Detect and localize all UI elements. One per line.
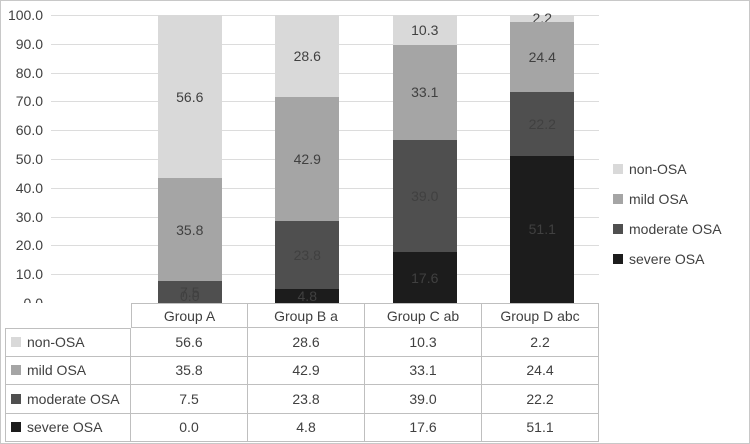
table-corner-cell: [5, 303, 131, 328]
bar-value-label: 23.8: [293, 246, 321, 263]
bar-value-label: 17.6: [411, 269, 439, 286]
bar-segment-non-osa: 28.6: [275, 14, 340, 98]
bar-segment-non-osa: 10.3: [392, 15, 457, 45]
table-swatch-severe-osa-icon: [11, 422, 21, 433]
bar-segment-moderate-osa: 39.0: [392, 140, 457, 253]
bar-value-label: 0.0: [180, 288, 200, 304]
legend-swatch-mild-osa-icon: [613, 193, 623, 204]
bar-value-label: 42.9: [293, 150, 321, 167]
legend-label: mild OSA: [629, 190, 689, 207]
table-swatch-non-osa-icon: [11, 337, 21, 348]
table-value-cell: 2.2: [482, 328, 599, 357]
data-table: Group A Group B a Group C ab Group D abc non…: [5, 303, 599, 442]
table-value-cell: 7.5: [131, 385, 248, 414]
y-tick-label: 10.0: [15, 266, 43, 283]
table-value-cell: 35.8: [131, 356, 248, 385]
bar-value-label: 51.1: [528, 221, 556, 238]
bar-segment-moderate-osa: 7.5: [157, 281, 222, 303]
table-row-label-severe-osa: severe OSA: [5, 413, 131, 442]
table-value-cell: 17.6: [365, 413, 482, 442]
y-tick-label: 30.0: [15, 208, 43, 225]
bar-value-label: 33.1: [411, 84, 439, 101]
legend-label: non-OSA: [629, 160, 687, 177]
bar-segment-moderate-osa: 22.2: [510, 91, 575, 156]
bar-segment-severe-osa: 17.6: [392, 252, 457, 303]
bar-column-group-a: 56.6 35.8 7.5 0.0: [131, 15, 249, 303]
bar-segment-severe-osa: 51.1: [510, 155, 575, 303]
table-row-label-text: severe OSA: [27, 419, 103, 436]
stacked-bar-group-b-a: 28.6 42.9 23.8 4.8: [275, 14, 340, 303]
legend-swatch-moderate-osa-icon: [613, 223, 623, 234]
legend-item-severe-osa: severe OSA: [613, 250, 749, 267]
legend-label: severe OSA: [629, 250, 705, 267]
table-swatch-mild-osa-icon: [11, 365, 21, 376]
bar-segment-severe-osa: 4.8: [275, 289, 340, 303]
bar-value-label: 10.3: [411, 21, 439, 38]
bar-column-group-b-a: 28.6 42.9 23.8 4.8: [249, 14, 367, 303]
stacked-bar-group-c-ab: 10.3 33.1 39.0 17.6: [392, 15, 457, 303]
legend-item-non-osa: non-OSA: [613, 160, 749, 177]
table-value-cell: 56.6: [131, 328, 248, 357]
y-tick-label: 70.0: [15, 93, 43, 110]
legend-item-mild-osa: mild OSA: [613, 190, 749, 207]
table-value-cell: 10.3: [365, 328, 482, 357]
table-row-label-text: moderate OSA: [27, 390, 120, 407]
plot-area: 56.6 35.8 7.5 0.0 28.6 42.9 23.8 4.8 10.3 33.1 39.…: [131, 11, 602, 303]
bar-value-label: 35.8: [176, 221, 204, 238]
legend-item-moderate-osa: moderate OSA: [613, 220, 749, 237]
table-value-cell: 39.0: [365, 385, 482, 414]
bar-value-label: 39.0: [411, 188, 439, 205]
legend: non-OSA mild OSA moderate OSA severe OSA: [613, 161, 749, 281]
bar-value-label: 22.2: [528, 115, 556, 132]
bar-segment-moderate-osa: 23.8: [275, 220, 340, 290]
y-axis: 0.010.020.030.040.050.060.070.080.090.01…: [1, 8, 45, 310]
bar-column-group-c-ab: 10.3 33.1 39.0 17.6: [366, 15, 484, 303]
table-swatch-moderate-osa-icon: [11, 393, 21, 404]
table-value-cell: 33.1: [365, 356, 482, 385]
bar-segment-mild-osa: 24.4: [510, 21, 575, 92]
bar-segment-mild-osa: 42.9: [275, 97, 340, 221]
bar-value-label: 56.6: [176, 88, 204, 105]
bar-segment-mild-osa: 35.8: [157, 178, 222, 282]
bar-value-label: 24.4: [528, 48, 556, 65]
table-row-label-mild-osa: mild OSA: [5, 356, 131, 385]
table-row-label-text: mild OSA: [27, 362, 87, 379]
table-value-cell: 0.0: [131, 413, 248, 442]
table-row-label-moderate-osa: moderate OSA: [5, 385, 131, 414]
y-tick-label: 50.0: [15, 151, 43, 167]
table-row-label-non-osa: non-OSA: [5, 328, 131, 357]
legend-swatch-non-osa-icon: [613, 163, 623, 174]
table-value-cell: 22.2: [482, 385, 599, 414]
table-value-cell: 28.6: [248, 328, 365, 357]
bar-value-label: 28.6: [293, 47, 321, 64]
table-value-cell: 4.8: [248, 413, 365, 442]
table-header-group-d-abc: Group D abc: [482, 303, 599, 328]
table-header-group-a: Group A: [131, 303, 248, 328]
table-header-group-c-ab: Group C ab: [365, 303, 482, 328]
y-tick-label: 40.0: [15, 179, 43, 196]
table-header-group-b-a: Group B a: [248, 303, 365, 328]
y-tick-label: 20.0: [15, 237, 43, 254]
table-row-label-text: non-OSA: [27, 334, 85, 351]
y-tick-label: 100.0: [7, 7, 43, 23]
bar-value-label: 4.8: [297, 288, 317, 305]
bar-column-group-d-abc: 2.2 24.4 22.2 51.1: [484, 11, 602, 303]
bar-value-label: 7.5: [180, 284, 200, 301]
bar-segment-non-osa: 56.6: [157, 15, 222, 179]
stacked-bar-group-a: 56.6 35.8 7.5 0.0: [157, 15, 222, 303]
table-value-cell: 24.4: [482, 356, 599, 385]
table-value-cell: 42.9: [248, 356, 365, 385]
stacked-bar-group-d-abc: 2.2 24.4 22.2 51.1: [510, 11, 575, 303]
y-tick-label: 90.0: [15, 35, 43, 52]
table-value-cell: 23.8: [248, 385, 365, 414]
legend-swatch-severe-osa-icon: [613, 253, 623, 264]
bar-segment-mild-osa: 33.1: [392, 44, 457, 140]
legend-label: moderate OSA: [629, 220, 722, 237]
y-tick-label: 80.0: [15, 64, 43, 81]
table-value-cell: 51.1: [482, 413, 599, 442]
y-tick-label: 60.0: [15, 122, 43, 139]
